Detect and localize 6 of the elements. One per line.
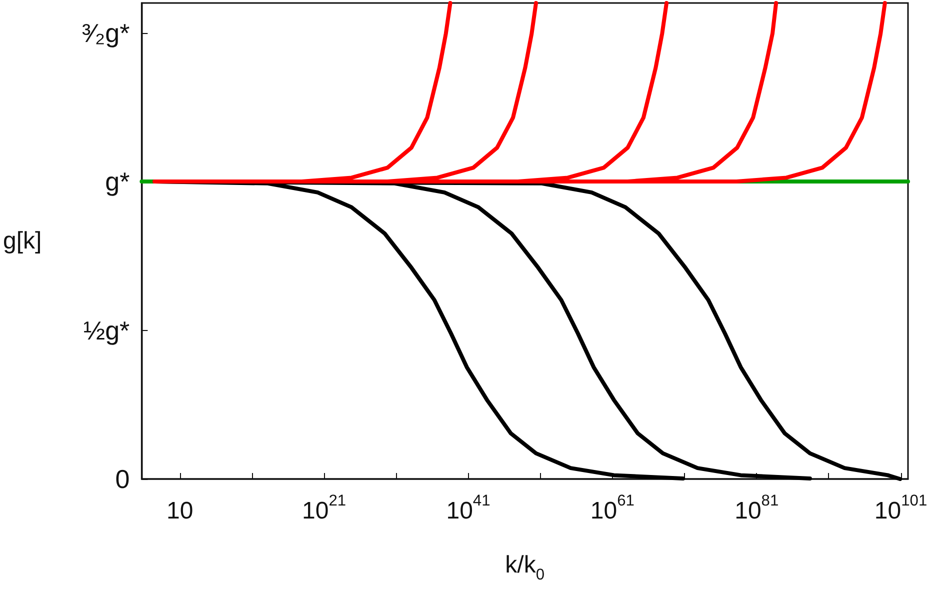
text: g* bbox=[105, 166, 130, 196]
y-axis-title: g[k] bbox=[2, 228, 42, 254]
text: ³⁄₂g* bbox=[82, 18, 130, 48]
text: ½g* bbox=[83, 315, 130, 346]
x-tick-label: 10 bbox=[166, 498, 194, 524]
text: 0 bbox=[115, 464, 130, 494]
